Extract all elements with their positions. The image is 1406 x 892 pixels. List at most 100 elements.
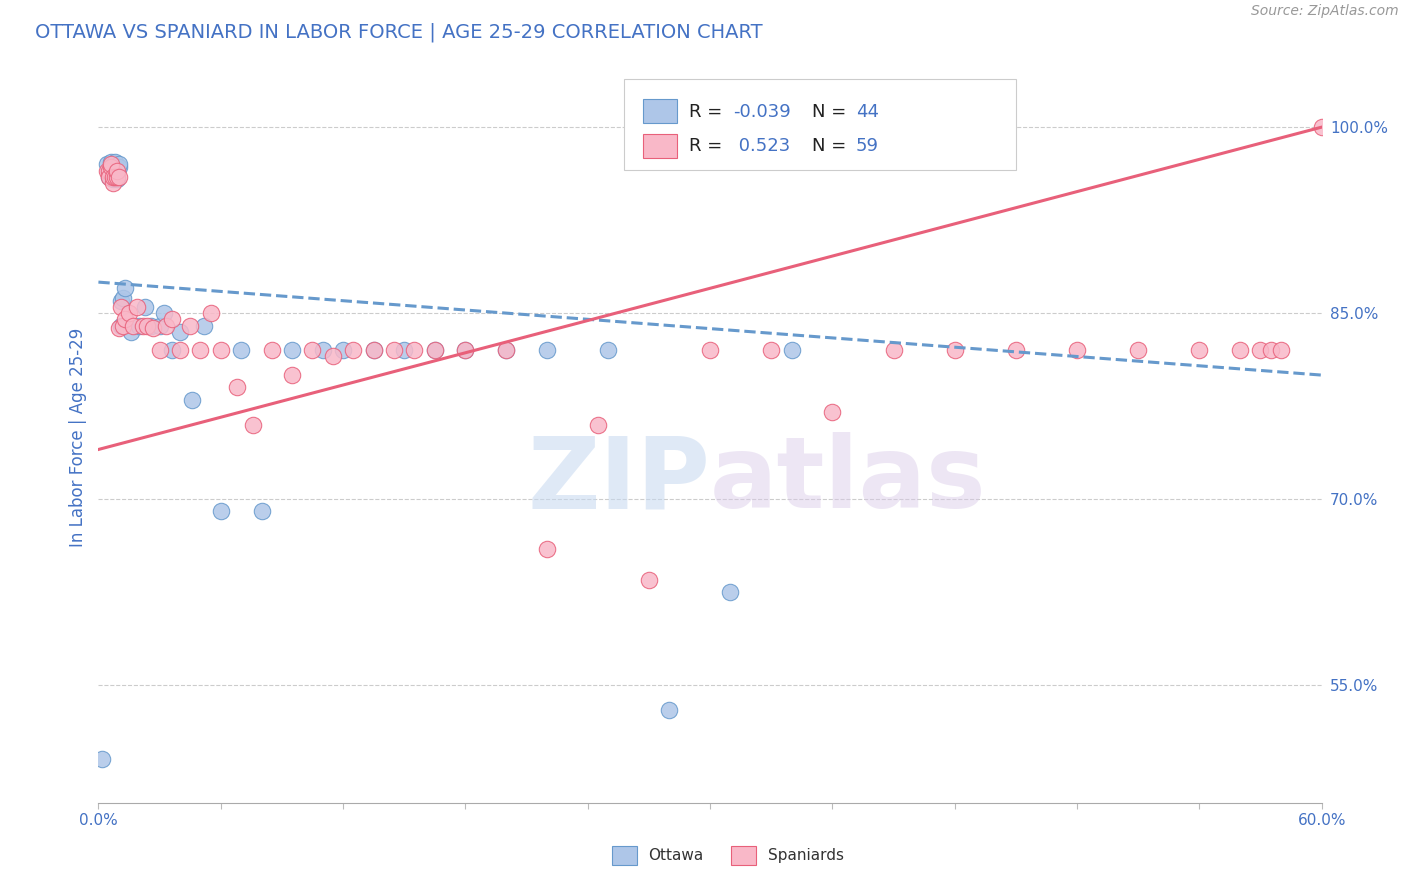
Point: [111, 291, 134, 305]
Point: [127, 300, 149, 314]
Point: [134, 300, 156, 314]
FancyBboxPatch shape: [643, 99, 678, 122]
Point: [108, 157, 131, 171]
Point: [136, 318, 159, 333]
Point: [423, 343, 446, 358]
Point: [342, 343, 364, 358]
Point: [101, 169, 124, 184]
Point: [179, 318, 201, 333]
Text: atlas: atlas: [710, 433, 987, 530]
Point: [188, 343, 212, 358]
Point: [312, 343, 335, 358]
Point: [363, 343, 385, 358]
Point: [96, 163, 118, 178]
Point: [105, 172, 128, 186]
Point: [142, 321, 165, 335]
Point: [108, 160, 131, 174]
Point: [169, 325, 191, 339]
Point: [110, 300, 132, 314]
Point: [101, 166, 124, 180]
Point: [100, 154, 122, 169]
FancyBboxPatch shape: [624, 78, 1015, 170]
Y-axis label: In Labor Force | Age 25-29: In Labor Force | Age 25-29: [69, 327, 87, 547]
Point: [363, 343, 385, 358]
Point: [821, 405, 844, 419]
Point: [100, 160, 122, 174]
Point: [658, 703, 681, 717]
Point: [118, 306, 141, 320]
Text: -0.039: -0.039: [734, 103, 792, 120]
Point: [231, 343, 253, 358]
Point: [1249, 343, 1271, 358]
Text: N =: N =: [811, 137, 852, 155]
Point: [101, 172, 124, 186]
Text: 0.523: 0.523: [734, 137, 790, 155]
Text: 59: 59: [856, 137, 879, 155]
Point: [301, 343, 323, 358]
Point: [1188, 343, 1211, 358]
Point: [699, 343, 721, 358]
Point: [392, 343, 416, 358]
Point: [141, 318, 163, 333]
Point: [200, 306, 222, 320]
Point: [454, 343, 477, 358]
Point: [536, 343, 558, 358]
Point: [149, 343, 172, 358]
Point: [105, 163, 128, 178]
Point: [160, 343, 183, 358]
Point: [104, 154, 127, 169]
Point: [209, 343, 232, 358]
Point: [536, 541, 558, 556]
Point: [404, 343, 426, 358]
Point: [105, 169, 128, 184]
Point: [193, 318, 215, 333]
Point: [423, 343, 446, 358]
Point: [454, 343, 477, 358]
Text: Spaniards: Spaniards: [768, 848, 844, 863]
Point: [101, 176, 124, 190]
Point: [209, 504, 232, 518]
Point: [114, 281, 136, 295]
Point: [149, 318, 172, 333]
Text: ZIP: ZIP: [527, 433, 710, 530]
Point: [761, 343, 783, 358]
Point: [495, 343, 517, 358]
Point: [1260, 343, 1282, 358]
Point: [1128, 343, 1150, 358]
Point: [97, 169, 120, 184]
Point: [96, 157, 118, 171]
Point: [281, 343, 304, 358]
Text: N =: N =: [811, 103, 852, 120]
Point: [1270, 343, 1292, 358]
Point: [883, 343, 905, 358]
Point: [91, 752, 114, 766]
Point: [155, 318, 177, 333]
Point: [1229, 343, 1251, 358]
FancyBboxPatch shape: [643, 135, 678, 158]
Text: Source: ZipAtlas.com: Source: ZipAtlas.com: [1251, 4, 1399, 19]
Point: [720, 585, 742, 599]
Point: [160, 312, 183, 326]
Point: [108, 321, 131, 335]
Point: [104, 169, 127, 184]
Point: [1066, 343, 1088, 358]
Point: [152, 306, 174, 320]
Text: R =: R =: [689, 103, 728, 120]
Point: [114, 312, 136, 326]
Point: [322, 350, 344, 364]
Text: R =: R =: [689, 137, 728, 155]
Point: [598, 343, 620, 358]
Point: [181, 392, 204, 407]
Point: [111, 318, 134, 333]
Point: [250, 504, 273, 518]
Point: [281, 368, 304, 383]
Point: [495, 343, 517, 358]
Point: [260, 343, 283, 358]
Point: [110, 293, 132, 308]
Point: [1004, 343, 1026, 358]
Point: [97, 169, 120, 184]
Point: [586, 417, 609, 432]
Point: [108, 169, 131, 184]
Point: [105, 163, 128, 178]
Point: [382, 343, 405, 358]
